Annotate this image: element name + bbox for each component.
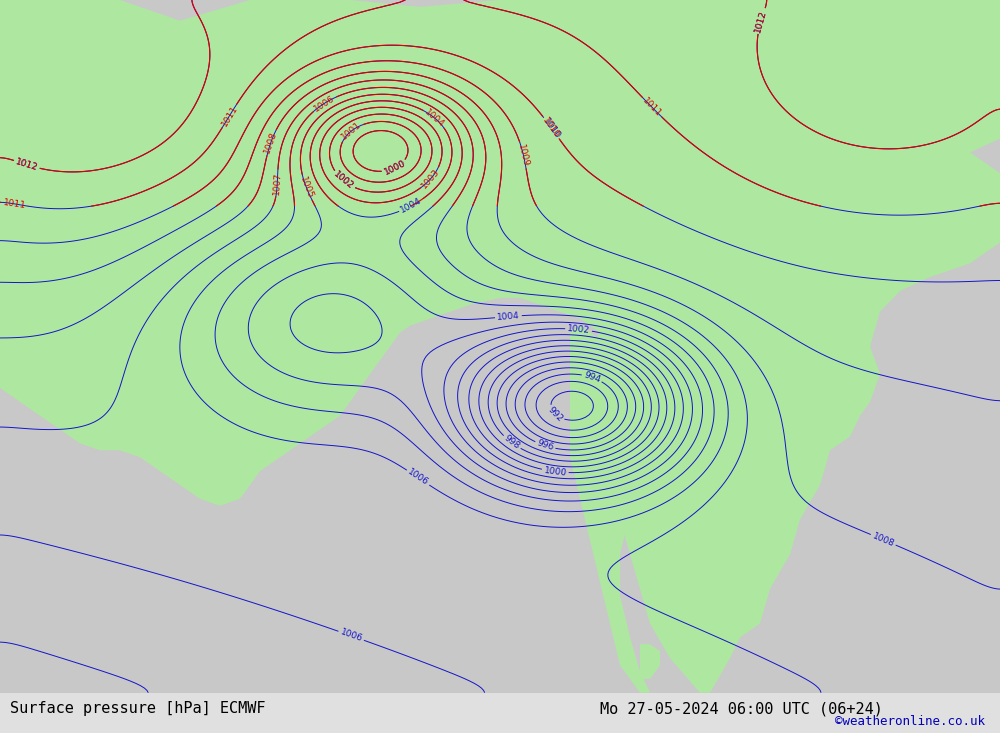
Polygon shape [640, 644, 660, 679]
Text: 1006: 1006 [406, 468, 430, 487]
Text: 1004: 1004 [399, 196, 424, 216]
Text: 1008: 1008 [263, 130, 279, 155]
Text: 998: 998 [502, 434, 521, 452]
Text: 1000: 1000 [382, 159, 407, 177]
Text: 996: 996 [536, 439, 555, 452]
Text: 1003: 1003 [420, 166, 442, 190]
Text: 1011: 1011 [641, 96, 663, 119]
Text: 1010: 1010 [541, 116, 561, 139]
Text: 1010: 1010 [541, 117, 562, 141]
Text: 1009: 1009 [516, 143, 530, 167]
Text: 1008: 1008 [871, 531, 896, 548]
Text: 1011: 1011 [220, 103, 239, 128]
Text: 1012: 1012 [754, 9, 768, 33]
Text: Surface pressure [hPa] ECMWF: Surface pressure [hPa] ECMWF [10, 701, 266, 716]
Text: 1012: 1012 [15, 157, 39, 172]
Text: 1000: 1000 [382, 159, 407, 177]
Text: 1006: 1006 [312, 93, 337, 114]
Text: 1012: 1012 [754, 9, 768, 33]
Text: 1006: 1006 [339, 627, 364, 644]
Text: 1005: 1005 [298, 175, 315, 200]
Polygon shape [570, 325, 650, 693]
Text: 1001: 1001 [339, 120, 363, 142]
Text: 994: 994 [582, 370, 602, 385]
Polygon shape [0, 0, 1000, 693]
Text: Mo 27-05-2024 06:00 UTC (06+24): Mo 27-05-2024 06:00 UTC (06+24) [600, 701, 883, 716]
Text: 1011: 1011 [2, 198, 26, 210]
Text: 992: 992 [546, 405, 564, 424]
Text: 1007: 1007 [272, 172, 283, 195]
Text: 1002: 1002 [567, 324, 590, 335]
Text: 1002: 1002 [332, 170, 355, 191]
Text: 1004: 1004 [423, 107, 446, 129]
Text: 1000: 1000 [543, 465, 567, 477]
Text: 1012: 1012 [15, 157, 39, 172]
Text: 1002: 1002 [332, 170, 355, 191]
Text: 1004: 1004 [497, 312, 520, 322]
Text: ©weatheronline.co.uk: ©weatheronline.co.uk [835, 715, 985, 728]
